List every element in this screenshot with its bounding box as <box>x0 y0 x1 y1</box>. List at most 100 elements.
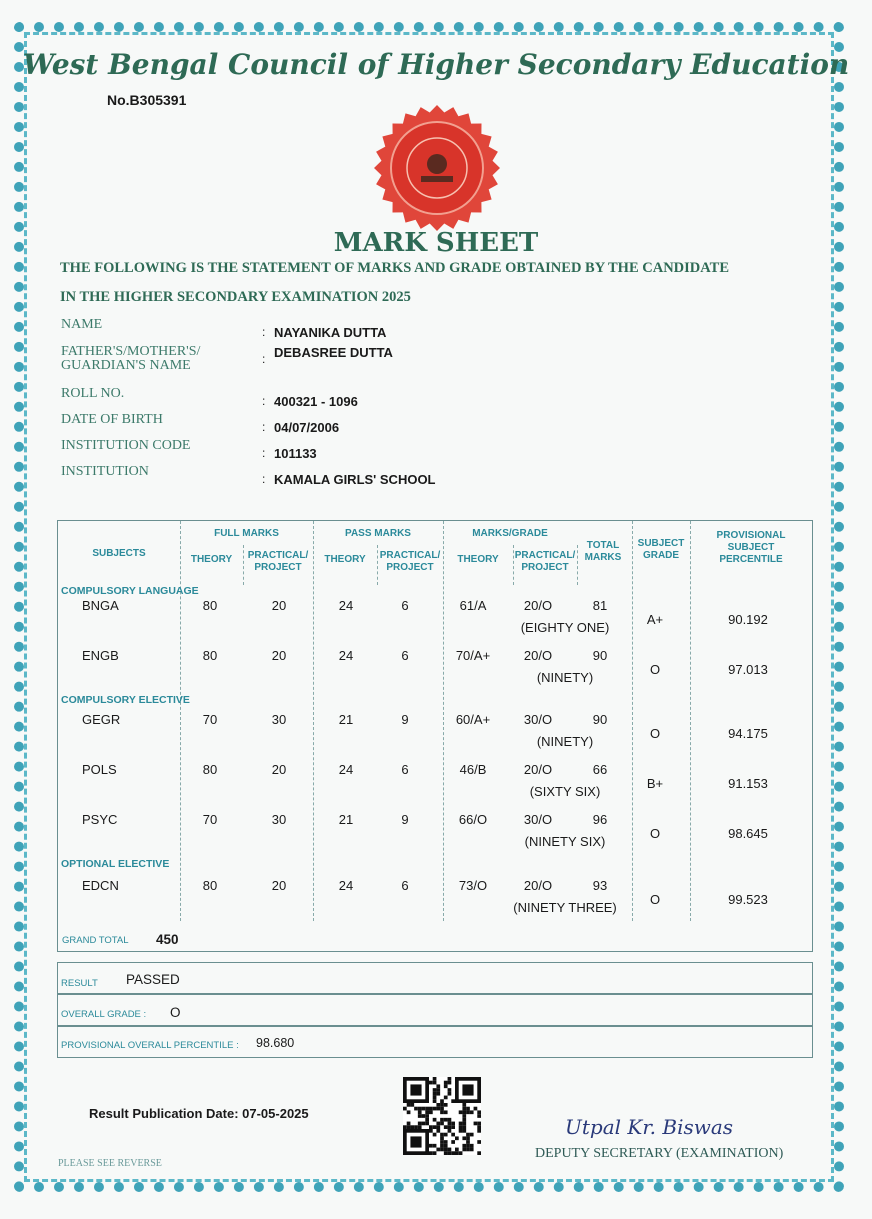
cell-pm-theory: 24 <box>338 878 354 893</box>
cell-name: EDCN <box>82 878 119 893</box>
total-in-words: (SIXTY SIX) <box>529 784 601 799</box>
total-in-words: (NINETY) <box>536 670 594 685</box>
header-practical: PRACTICAL/ PROJECT <box>514 550 576 573</box>
cell-total: 90 <box>592 648 608 663</box>
colon: : <box>262 420 266 434</box>
cell-pm-theory: 21 <box>338 712 354 727</box>
column-divider <box>632 521 633 921</box>
candidate-field-value: NAYANIKA DUTTA <box>274 325 387 340</box>
cell-fm-prac: 20 <box>271 598 287 613</box>
cell-total: 93 <box>592 878 608 893</box>
cell-pm-prac: 6 <box>401 648 409 663</box>
colon: : <box>262 352 266 366</box>
cell-pm-theory: 24 <box>338 598 354 613</box>
header-practical: PRACTICAL/ PROJECT <box>379 550 441 573</box>
header-total-marks: TOTAL MARKS <box>584 540 622 563</box>
cell-percentile: 94.175 <box>728 726 768 741</box>
candidate-field-label: INSTITUTION <box>61 464 149 479</box>
grand-total-row: GRAND TOTAL 450 <box>57 926 813 952</box>
cell-fm-prac: 20 <box>271 762 287 777</box>
cell-pm-prac: 9 <box>401 712 409 727</box>
cell-fm-theory: 80 <box>202 598 218 613</box>
cell-fm-theory: 80 <box>202 878 218 893</box>
header-theory: THEORY <box>190 554 233 565</box>
overall-grade-row: OVERALL GRADE : O <box>57 994 813 1026</box>
cell-total: 96 <box>592 812 608 827</box>
serial-number: No.B305391 <box>107 92 187 108</box>
page-title: MARK SHEET <box>333 228 539 258</box>
overall-percentile-label: PROVISIONAL OVERALL PERCENTILE : <box>61 1040 239 1051</box>
cell-prac: 30/O <box>523 712 553 727</box>
candidate-field-label: FATHER'S/MOTHER'S/ GUARDIAN'S NAME <box>61 344 201 373</box>
cell-fm-prac: 30 <box>271 712 287 727</box>
cell-theory: 66/O <box>458 812 488 827</box>
header-pass-marks: PASS MARKS <box>345 528 411 539</box>
cell-theory: 61/A <box>459 598 487 613</box>
candidate-field-value: KAMALA GIRLS' SCHOOL <box>274 472 436 487</box>
cell-name: PSYC <box>82 812 118 827</box>
header-marks-grade: MARKS/GRADE <box>472 528 548 539</box>
cell-percentile: 91.153 <box>728 776 768 791</box>
colon: : <box>262 325 266 339</box>
decorative-inner-border <box>24 32 834 1182</box>
cell-fm-theory: 80 <box>202 648 218 663</box>
column-divider <box>690 521 691 921</box>
column-divider <box>243 545 244 585</box>
cell-theory: 73/O <box>458 878 488 893</box>
cell-prac: 20/O <box>523 598 553 613</box>
cell-name: BNGA <box>82 598 119 613</box>
cell-pm-theory: 24 <box>338 648 354 663</box>
cell-theory: 70/A+ <box>455 648 491 663</box>
cell-pm-prac: 6 <box>401 762 409 777</box>
council-name: West Bengal Council of Higher Secondary … <box>22 48 850 81</box>
cell-prac: 20/O <box>523 878 553 893</box>
column-divider <box>443 521 444 921</box>
cell-prac: 20/O <box>523 648 553 663</box>
cell-fm-theory: 70 <box>202 712 218 727</box>
header-theory: THEORY <box>457 554 499 565</box>
cell-percentile: 90.192 <box>728 612 768 627</box>
see-reverse-note: PLEASE SEE REVERSE <box>58 1158 162 1169</box>
cell-grade: O <box>649 662 661 677</box>
overall-percentile-value: 98.680 <box>256 1036 295 1050</box>
total-in-words: (NINETY) <box>536 734 594 749</box>
colon: : <box>262 472 266 486</box>
council-seal-icon <box>374 105 500 231</box>
column-divider <box>313 521 314 921</box>
qr-code-icon[interactable] <box>403 1077 481 1155</box>
header-practical: PRACTICAL/ PROJECT <box>247 550 309 573</box>
cell-theory: 46/B <box>459 762 487 777</box>
cell-fm-theory: 80 <box>202 762 218 777</box>
overall-grade-value: O <box>170 1005 181 1020</box>
header-theory: THEORY <box>324 554 366 565</box>
cell-prac: 30/O <box>523 812 553 827</box>
header-percentile: PROVISIONAL SUBJECT PERCENTILE <box>716 530 786 565</box>
cell-fm-prac: 30 <box>271 812 287 827</box>
header-full-marks: FULL MARKS <box>214 528 279 539</box>
signatory-designation: DEPUTY SECRETARY (EXAMINATION) <box>535 1146 784 1161</box>
cell-pm-theory: 24 <box>338 762 354 777</box>
cell-name: POLS <box>82 762 117 777</box>
column-divider <box>377 545 378 585</box>
header-subject-grade: SUBJECT GRADE <box>637 538 685 561</box>
grand-total-value: 450 <box>156 932 179 947</box>
candidate-field-label: NAME <box>61 317 103 332</box>
statement-line-1: THE FOLLOWING IS THE STATEMENT OF MARKS … <box>60 260 729 276</box>
candidate-field-label: DATE OF BIRTH <box>61 412 163 427</box>
cell-pm-prac: 6 <box>401 878 409 893</box>
cell-percentile: 97.013 <box>728 662 768 677</box>
cell-total: 90 <box>592 712 608 727</box>
column-divider <box>577 545 578 585</box>
colon: : <box>262 394 266 408</box>
cell-name: GEGR <box>82 712 121 727</box>
colon: : <box>262 446 266 460</box>
cell-fm-prac: 20 <box>271 648 287 663</box>
cell-grade: O <box>649 892 661 907</box>
signature: Utpal Kr. Biswas <box>565 1115 734 1139</box>
cell-pm-theory: 21 <box>338 812 354 827</box>
cell-pm-prac: 9 <box>401 812 409 827</box>
candidate-field-value: 04/07/2006 <box>274 420 340 435</box>
cell-name: ENGB <box>82 648 119 663</box>
result-row: RESULT PASSED <box>57 962 813 994</box>
